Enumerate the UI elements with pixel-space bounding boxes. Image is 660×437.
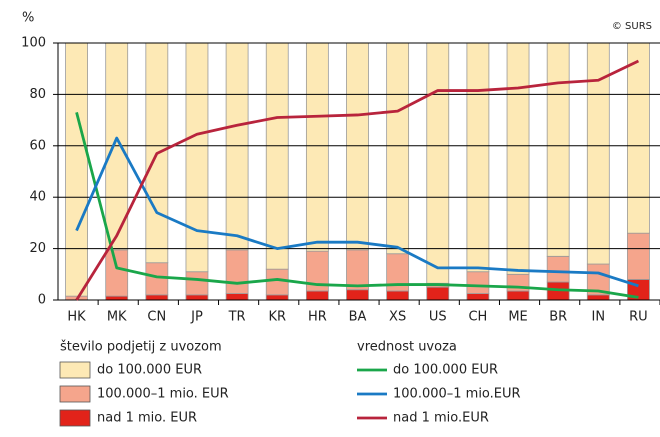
- x-tick-label: MK: [107, 310, 127, 325]
- bar-segment: [105, 295, 129, 301]
- bar-segment: [346, 42, 369, 251]
- bar-segment: [466, 293, 490, 301]
- bar-segment: [627, 42, 650, 234]
- y-tick-label: 60: [29, 138, 46, 153]
- legend-title: število podjetij z uvozom: [60, 340, 222, 355]
- legend-label: do 100.000 EUR: [393, 363, 498, 378]
- bar-segment: [225, 293, 249, 301]
- bar-segment: [386, 290, 410, 301]
- bar-segment: [145, 262, 169, 296]
- x-tick-label: US: [429, 310, 447, 325]
- bar-segment: [265, 294, 289, 301]
- x-tick-label: RU: [629, 310, 648, 325]
- bar-segment: [386, 42, 410, 255]
- y-tick-label: 80: [29, 87, 46, 102]
- x-tick-label: BA: [349, 310, 367, 325]
- bar-segment: [185, 42, 209, 273]
- bar-segment: [586, 294, 610, 301]
- bar-segment: [346, 249, 369, 291]
- bar-segment: [627, 232, 650, 280]
- bar-segment: [426, 42, 450, 284]
- bar-segment: [65, 42, 88, 297]
- bar-segment: [426, 286, 450, 301]
- bar-segment: [466, 271, 490, 294]
- x-tick-label: HK: [67, 310, 86, 325]
- x-tick-label: CH: [468, 310, 487, 325]
- bar-segment: [506, 42, 530, 275]
- legend-label: 100.000–1 mio. EUR: [97, 387, 229, 402]
- y-tick-label: 20: [29, 241, 46, 256]
- bar-segment: [185, 294, 209, 301]
- line-series: [75, 59, 640, 301]
- x-tick-label: JP: [190, 310, 203, 325]
- line-series: [75, 136, 639, 288]
- source: © SURS: [612, 21, 652, 32]
- x-tick-label: BR: [549, 310, 567, 325]
- x-tick-label: HR: [308, 310, 327, 325]
- x-tick-label: XS: [389, 310, 406, 325]
- x-tick-label: IN: [592, 310, 606, 325]
- bar-segment: [305, 42, 329, 252]
- x-tick-label: TR: [228, 310, 246, 325]
- bar-segment: [225, 249, 249, 294]
- legend-swatch: [59, 409, 91, 427]
- y-tick-label: 100: [21, 36, 46, 51]
- bar-segment: [546, 42, 570, 257]
- legend-label: nad 1 mio. EUR: [97, 411, 197, 426]
- line-series: [75, 112, 639, 299]
- bar-segment: [145, 294, 169, 301]
- bar-segment: [265, 268, 289, 296]
- bar-segment: [546, 255, 570, 283]
- bar-segment: [346, 289, 369, 301]
- y-axis-label: %: [22, 11, 34, 26]
- legend-title: vrednost uvoza: [357, 340, 457, 355]
- legend-label: do 100.000 EUR: [97, 363, 202, 378]
- legend-label: nad 1 mio.EUR: [393, 411, 489, 426]
- x-tick-label: ME: [508, 310, 527, 325]
- legend-swatch: [59, 385, 91, 403]
- bar-segment: [305, 290, 329, 301]
- bar-segment: [466, 42, 490, 273]
- x-tick-label: KR: [268, 310, 286, 325]
- x-tick-label: CN: [147, 310, 166, 325]
- legend-swatch: [59, 361, 91, 379]
- bar-segment: [506, 290, 530, 301]
- bar-segment: [105, 249, 129, 297]
- bar-segment: [225, 42, 249, 251]
- bar-segment: [265, 42, 289, 270]
- y-tick-label: 40: [29, 190, 46, 205]
- legend-label: 100.000–1 mio.EUR: [393, 387, 521, 402]
- bar-segment: [185, 271, 209, 296]
- y-tick-label: 0: [38, 293, 46, 308]
